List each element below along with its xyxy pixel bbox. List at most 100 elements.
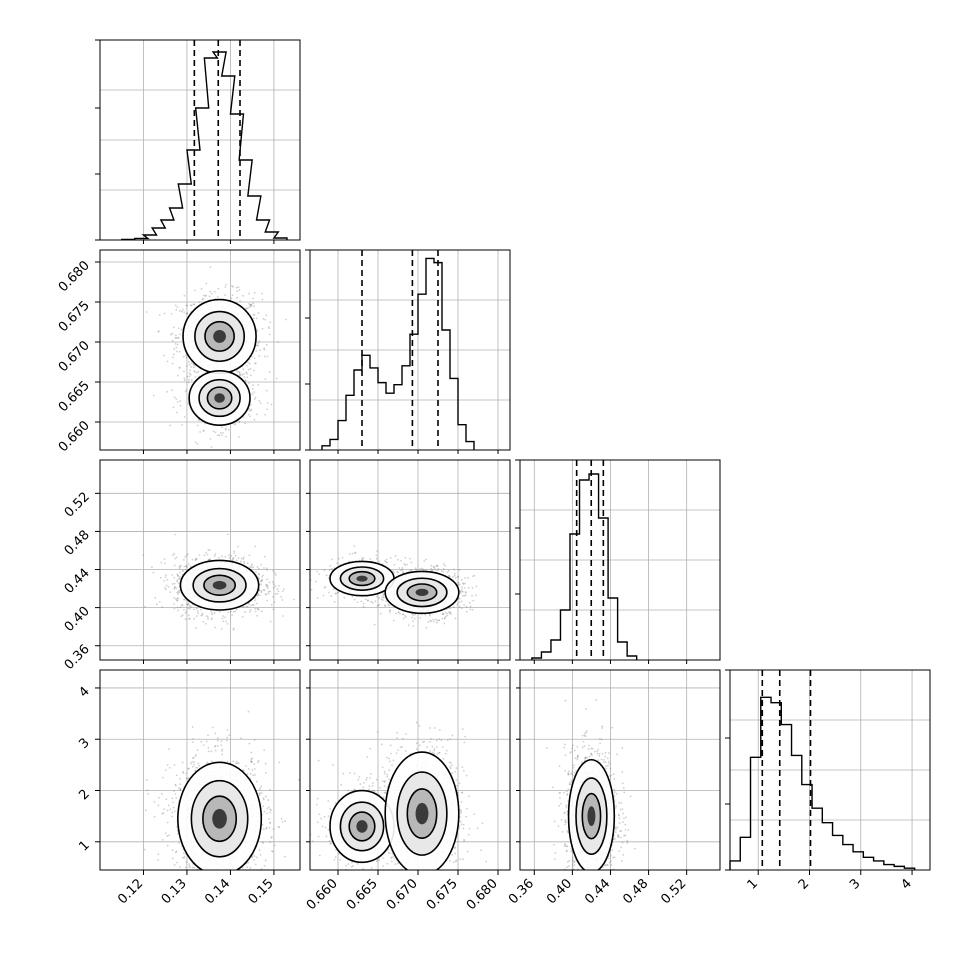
scatter-point bbox=[158, 601, 161, 603]
scatter-point bbox=[189, 369, 191, 372]
scatter-point bbox=[394, 554, 397, 557]
scatter-point bbox=[442, 613, 445, 616]
scatter-point bbox=[249, 415, 251, 418]
scatter-point bbox=[176, 411, 178, 414]
scatter-point bbox=[190, 378, 193, 381]
scatter-point bbox=[263, 567, 265, 569]
scatter-point bbox=[172, 406, 175, 409]
scatter-point bbox=[176, 573, 179, 576]
scatter-point bbox=[202, 297, 205, 300]
scatter-point bbox=[403, 562, 406, 565]
scatter-point bbox=[177, 609, 180, 612]
scatter-point bbox=[173, 353, 175, 356]
scatter-point bbox=[190, 362, 193, 364]
scatter-point bbox=[264, 413, 267, 416]
scatter-point bbox=[158, 314, 161, 316]
scatter-point bbox=[192, 756, 195, 759]
scatter-point bbox=[461, 594, 464, 597]
scatter-point bbox=[385, 561, 388, 563]
scatter-point bbox=[454, 576, 457, 579]
scatter-point bbox=[230, 297, 233, 300]
scatter-point bbox=[427, 621, 430, 623]
scatter-point bbox=[171, 389, 173, 392]
scatter-point bbox=[252, 566, 255, 569]
scatter-point bbox=[436, 619, 438, 622]
scatter-point bbox=[166, 764, 169, 766]
scatter-point bbox=[232, 286, 234, 288]
scatter-point bbox=[173, 396, 176, 399]
scatter-point bbox=[266, 567, 268, 570]
scatter-point bbox=[259, 792, 262, 795]
scatter-point bbox=[188, 372, 191, 375]
scatter-point bbox=[258, 354, 261, 357]
scatter-point bbox=[158, 796, 160, 799]
scatter-point bbox=[457, 575, 459, 578]
scatter-point bbox=[432, 566, 435, 568]
scatter-point bbox=[459, 590, 462, 593]
scatter-point bbox=[165, 584, 168, 587]
scatter-point bbox=[420, 567, 423, 570]
scatter-point bbox=[194, 755, 197, 758]
scatter-point bbox=[147, 792, 150, 795]
scatter-point bbox=[196, 442, 199, 445]
scatter-point bbox=[195, 558, 197, 561]
scatter-point bbox=[186, 312, 189, 315]
scatter-point bbox=[430, 564, 433, 567]
scatter-point bbox=[267, 325, 270, 328]
scatter-point bbox=[453, 574, 456, 577]
scatter-point bbox=[185, 365, 188, 367]
scatter-point bbox=[378, 603, 381, 606]
scatter-point bbox=[250, 409, 252, 412]
scatter-point bbox=[409, 557, 411, 560]
scatter-point bbox=[343, 596, 346, 599]
scatter-point bbox=[475, 594, 478, 597]
scatter-point bbox=[231, 285, 233, 287]
scatter-point bbox=[213, 554, 216, 557]
scatter-point bbox=[337, 557, 340, 560]
scatter-point bbox=[411, 620, 414, 623]
scatter-point bbox=[316, 597, 319, 599]
scatter-point bbox=[364, 598, 367, 601]
scatter-point bbox=[162, 875, 164, 877]
scatter-point bbox=[261, 298, 264, 301]
scatter-point bbox=[213, 745, 216, 748]
scatter-point bbox=[175, 796, 178, 799]
scatter-point bbox=[276, 588, 279, 590]
scatter-point bbox=[351, 552, 354, 555]
scatter-point bbox=[265, 314, 268, 317]
scatter-point bbox=[211, 925, 213, 927]
scatter-point bbox=[393, 563, 396, 566]
scatter-point bbox=[224, 871, 226, 873]
scatter-point bbox=[414, 613, 417, 616]
scatter-point bbox=[163, 808, 166, 811]
scatter-point bbox=[228, 556, 231, 559]
scatter-point bbox=[260, 579, 263, 582]
scatter-point bbox=[425, 626, 428, 629]
scatter-point bbox=[378, 597, 381, 599]
scatter-point bbox=[255, 317, 258, 320]
scatter-point bbox=[258, 849, 261, 852]
scatter-point bbox=[175, 598, 177, 601]
scatter-point bbox=[388, 604, 391, 607]
scatter-point bbox=[250, 304, 253, 307]
scatter-point bbox=[193, 364, 196, 366]
scatter-point bbox=[232, 627, 235, 630]
scatter-point bbox=[213, 874, 215, 876]
scatter-point bbox=[452, 576, 454, 578]
scatter-point bbox=[159, 576, 162, 579]
scatter-point bbox=[458, 569, 461, 571]
scatter-point bbox=[164, 586, 167, 589]
scatter-point bbox=[362, 557, 365, 559]
scatter-point bbox=[233, 550, 235, 553]
scatter-point bbox=[235, 559, 238, 562]
scatter-point bbox=[209, 879, 211, 881]
scatter-point bbox=[222, 620, 225, 623]
scatter-point bbox=[419, 616, 422, 619]
scatter-point bbox=[250, 751, 253, 754]
scatter-point bbox=[260, 590, 263, 592]
scatter-point bbox=[238, 436, 240, 438]
scatter-point bbox=[370, 600, 372, 603]
scatter-point bbox=[253, 398, 256, 400]
scatter-point bbox=[207, 618, 209, 620]
scatter-point bbox=[164, 576, 167, 579]
